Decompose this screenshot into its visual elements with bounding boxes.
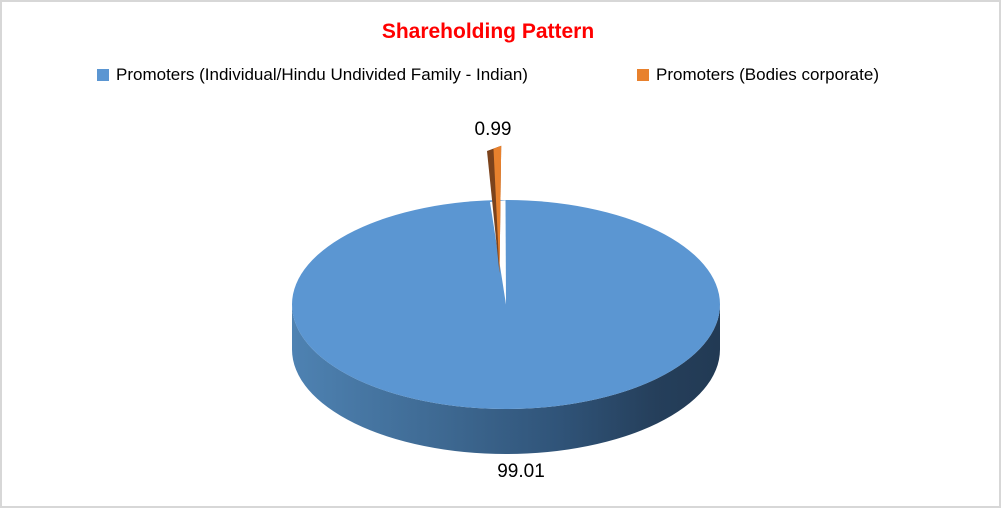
legend-label: Promoters (Bodies corporate)	[656, 65, 879, 84]
legend-swatch-blue-icon	[97, 69, 109, 81]
pie-slice-large-side	[292, 304, 720, 454]
data-label-small-slice: 0.99	[474, 119, 512, 140]
pie-slice-small-top	[493, 145, 502, 273]
legend-label: Promoters (Individual/Hindu Undivided Fa…	[116, 65, 528, 84]
legend-swatch-orange-icon	[637, 69, 649, 81]
legend-item-promoters-individual: Promoters (Individual/Hindu Undivided Fa…	[97, 65, 528, 85]
data-label-large-slice: 99.01	[497, 461, 545, 482]
chart-title: Shareholding Pattern	[381, 20, 595, 43]
legend-item-promoters-bodies: Promoters (Bodies corporate)	[637, 65, 879, 85]
